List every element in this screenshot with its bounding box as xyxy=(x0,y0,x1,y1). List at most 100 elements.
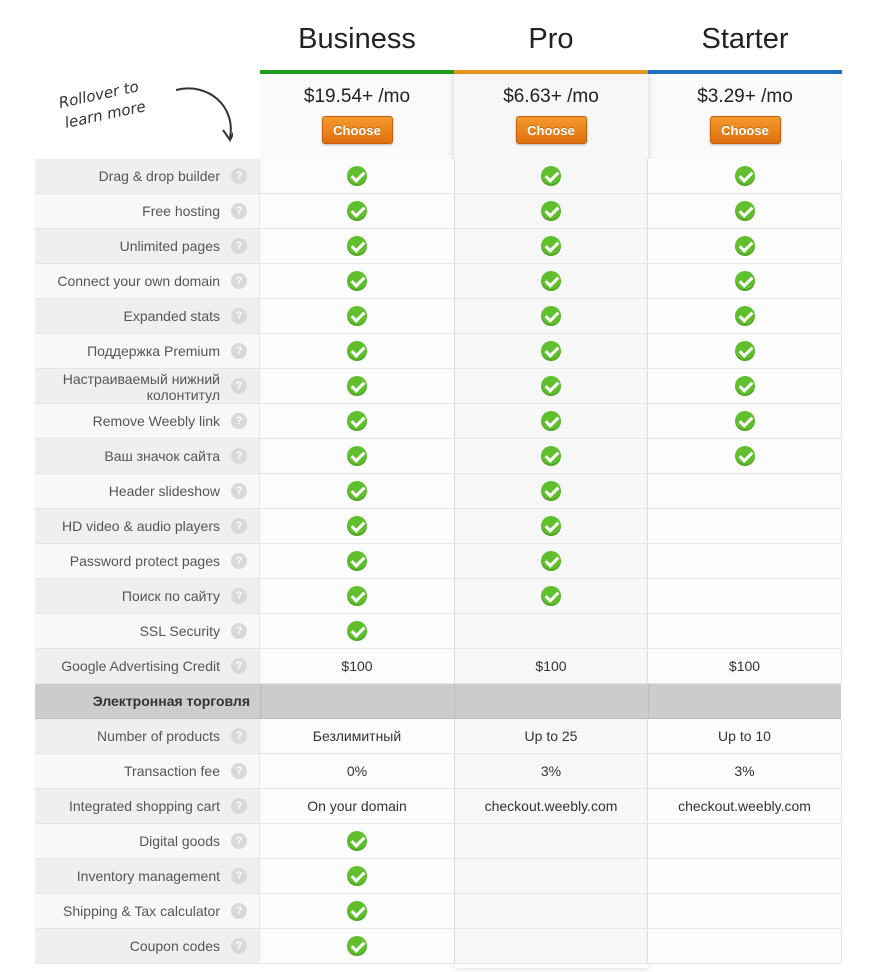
help-icon[interactable]: ? xyxy=(231,658,247,674)
plan-value-cell: Безлимитный xyxy=(260,719,454,753)
help-icon[interactable]: ? xyxy=(231,938,247,954)
rollover-hint: Rollover to learn more xyxy=(58,78,233,142)
feature-label-cell[interactable]: Drag & drop builder? xyxy=(35,159,260,193)
check-icon xyxy=(347,271,367,292)
feature-label-cell[interactable]: Поддержка Premium? xyxy=(35,334,260,368)
help-icon[interactable]: ? xyxy=(231,168,247,184)
choose-business-button[interactable]: Choose xyxy=(321,116,393,144)
feature-label-cell[interactable]: Настраиваемый нижний колонтитул? xyxy=(35,369,260,403)
plan-value-text: checkout.weebly.com xyxy=(484,798,618,814)
help-icon[interactable]: ? xyxy=(231,553,247,569)
feature-label-cell[interactable]: Transaction fee? xyxy=(35,754,260,788)
plan-value-cell xyxy=(260,194,454,228)
feature-label: Number of products xyxy=(97,728,220,744)
check-icon xyxy=(347,201,367,222)
help-icon[interactable]: ? xyxy=(231,273,247,289)
plan-value-cell xyxy=(648,264,842,298)
check-icon xyxy=(347,166,367,187)
feature-label-cell[interactable]: Number of products? xyxy=(35,719,260,753)
table-row: Shipping & Tax calculator? xyxy=(35,894,842,929)
help-icon[interactable]: ? xyxy=(231,518,247,534)
help-icon[interactable]: ? xyxy=(231,378,247,394)
help-icon[interactable]: ? xyxy=(231,448,247,464)
feature-label-cell[interactable]: Header slideshow? xyxy=(35,474,260,508)
plan-value-cell xyxy=(454,894,648,928)
feature-label-cell[interactable]: Digital goods? xyxy=(35,824,260,858)
help-icon[interactable]: ? xyxy=(231,483,247,499)
plan-value-cell xyxy=(648,544,842,578)
table-row: Google Advertising Credit? $100 $100 $100 xyxy=(35,649,842,684)
plan-value-cell xyxy=(648,439,842,473)
feature-label-cell[interactable]: Unlimited pages? xyxy=(35,229,260,263)
feature-label-cell[interactable]: Inventory management? xyxy=(35,859,260,893)
plan-value-cell xyxy=(260,264,454,298)
feature-label-cell[interactable]: Поиск по сайту? xyxy=(35,579,260,613)
price-cell-pro: $6.63+ /mo Choose xyxy=(454,74,648,159)
check-icon xyxy=(541,411,561,432)
feature-label: Unlimited pages xyxy=(119,238,220,254)
help-icon[interactable]: ? xyxy=(231,308,247,324)
plan-value-cell xyxy=(260,369,454,403)
help-icon[interactable]: ? xyxy=(231,798,247,814)
help-icon[interactable]: ? xyxy=(231,868,247,884)
check-icon xyxy=(347,411,367,432)
help-icon[interactable]: ? xyxy=(231,833,247,849)
table-row: Inventory management? xyxy=(35,859,842,894)
plan-value-cell xyxy=(648,859,842,893)
feature-label: Shipping & Tax calculator xyxy=(63,903,220,919)
feature-label: Inventory management xyxy=(76,868,220,884)
plan-value-cell xyxy=(260,614,454,648)
feature-label-cell[interactable]: Google Advertising Credit? xyxy=(35,649,260,683)
table-row: Drag & drop builder? xyxy=(35,159,842,194)
plan-value-cell xyxy=(454,509,648,543)
plan-value-cell xyxy=(648,824,842,858)
feature-label-cell[interactable]: HD video & audio players? xyxy=(35,509,260,543)
check-icon xyxy=(347,936,367,957)
plan-value-cell xyxy=(260,299,454,333)
help-icon[interactable]: ? xyxy=(231,588,247,604)
check-icon xyxy=(347,901,367,922)
help-icon[interactable]: ? xyxy=(231,903,247,919)
plan-header-business: Business xyxy=(260,0,454,74)
plan-value-cell xyxy=(454,159,648,193)
feature-label-cell[interactable]: Expanded stats? xyxy=(35,299,260,333)
feature-label-cell[interactable]: Ваш значок сайта? xyxy=(35,439,260,473)
table-row: HD video & audio players? xyxy=(35,509,842,544)
check-icon xyxy=(541,446,561,467)
feature-label-cell[interactable]: Remove Weebly link? xyxy=(35,404,260,438)
help-icon[interactable]: ? xyxy=(231,413,247,429)
table-row: SSL Security? xyxy=(35,614,842,649)
plan-value-cell: checkout.weebly.com xyxy=(648,789,842,823)
feature-label-cell[interactable]: Coupon codes? xyxy=(35,929,260,963)
plan-value-cell xyxy=(648,894,842,928)
check-icon xyxy=(541,236,561,257)
plan-value-cell: 3% xyxy=(648,754,842,788)
help-icon[interactable]: ? xyxy=(231,238,247,254)
check-icon xyxy=(347,236,367,257)
plan-price: $19.54+ /mo xyxy=(303,86,411,107)
feature-label-cell[interactable]: Free hosting? xyxy=(35,194,260,228)
choose-pro-button[interactable]: Choose xyxy=(515,116,587,144)
help-icon[interactable]: ? xyxy=(231,203,247,219)
help-icon[interactable]: ? xyxy=(231,623,247,639)
plan-value-cell xyxy=(648,474,842,508)
help-icon[interactable]: ? xyxy=(231,763,247,779)
help-icon[interactable]: ? xyxy=(231,728,247,744)
plan-value-cell xyxy=(648,614,842,648)
table-row: Password protect pages? xyxy=(35,544,842,579)
plan-value-text: 0% xyxy=(346,763,368,779)
table-row: Remove Weebly link? xyxy=(35,404,842,439)
choose-starter-button[interactable]: Choose xyxy=(709,116,781,144)
plan-value-cell: 3% xyxy=(454,754,648,788)
feature-label-cell[interactable]: SSL Security? xyxy=(35,614,260,648)
feature-label-cell[interactable]: Connect your own domain? xyxy=(35,264,260,298)
plan-value-text: $100 xyxy=(535,658,567,674)
feature-label: Connect your own domain xyxy=(57,273,220,289)
divider xyxy=(648,684,649,718)
feature-label: Remove Weebly link xyxy=(92,413,220,429)
feature-label-cell[interactable]: Shipping & Tax calculator? xyxy=(35,894,260,928)
help-icon[interactable]: ? xyxy=(231,343,247,359)
feature-label-cell[interactable]: Integrated shopping cart? xyxy=(35,789,260,823)
feature-label-cell[interactable]: Password protect pages? xyxy=(35,544,260,578)
plan-value-cell: 0% xyxy=(260,754,454,788)
